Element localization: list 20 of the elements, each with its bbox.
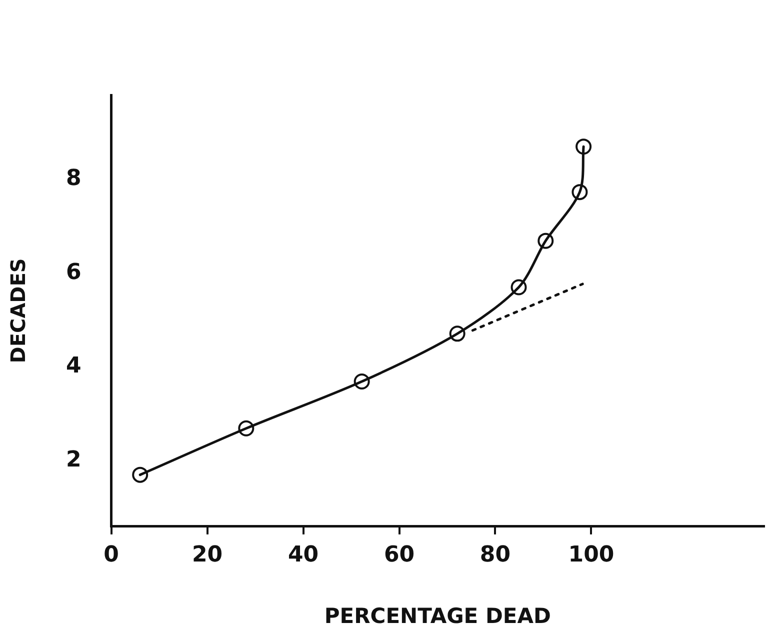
- y-tick-label: 4: [66, 354, 82, 379]
- point: [538, 232, 554, 249]
- point: [449, 326, 466, 342]
- point: [354, 374, 370, 390]
- point: [572, 184, 588, 200]
- point: [132, 466, 148, 483]
- x-tick-label: 0: [104, 542, 119, 568]
- x-tick-label: 80: [480, 542, 511, 568]
- x-tick-label: 40: [288, 542, 319, 568]
- x-tick-label: 20: [192, 542, 223, 568]
- y-tick-label: 8: [66, 166, 82, 192]
- x-tick-label: 100: [568, 542, 614, 568]
- y-tick-label: 6: [66, 260, 82, 285]
- x-tick-label: 60: [384, 542, 415, 568]
- y-tick-label: 2: [66, 447, 82, 472]
- y-axis-title: DECADES: [6, 258, 30, 364]
- point: [238, 420, 254, 436]
- point: [510, 279, 527, 296]
- point: [576, 138, 592, 155]
- x-axis-title: PERCENTAGE DEAD: [324, 604, 551, 628]
